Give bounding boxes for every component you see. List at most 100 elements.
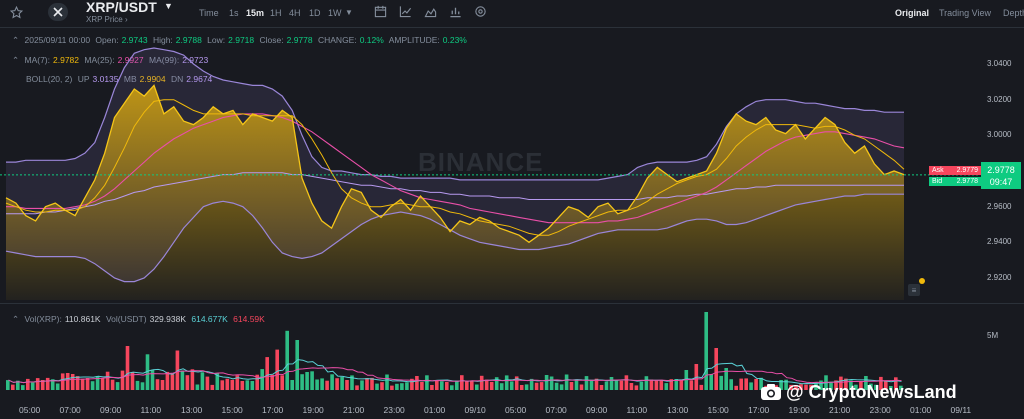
timeframe-1w[interactable]: 1W [328, 8, 342, 18]
timeframe-1h[interactable]: 1H [270, 8, 282, 18]
volume-bar [714, 348, 718, 390]
camera-icon [760, 383, 782, 401]
volume-bar [754, 378, 758, 390]
price-chart[interactable] [0, 28, 980, 300]
chevron-down-icon[interactable]: ▼ [164, 1, 173, 11]
volume-bar [345, 380, 349, 390]
close-icon[interactable] [48, 3, 68, 21]
volume-bar [85, 378, 90, 390]
volume-bar [864, 376, 868, 390]
view-trading-view[interactable]: Trading View [939, 8, 992, 18]
volume-bar [584, 376, 589, 390]
price-axis-label: 2.9400 [987, 237, 1012, 247]
amplitude-value: 0.23% [442, 35, 467, 45]
ma99-label: MA(99): [148, 55, 180, 65]
volume-bar [619, 380, 624, 390]
close-value: 2.9778 [286, 35, 313, 45]
settings-icon[interactable] [474, 5, 487, 18]
volume-bar [514, 376, 519, 390]
vol-usdt-label: Vol(USDT) [105, 314, 147, 324]
time-axis-label: 15:00 [221, 405, 243, 415]
volume-bar [604, 381, 609, 390]
ma25-label: MA(25): [84, 55, 115, 65]
volume-bar [644, 376, 649, 390]
volume-bar [639, 381, 644, 390]
volume-bar [599, 385, 604, 390]
volume-bar [739, 378, 743, 390]
volume-bar [709, 374, 713, 390]
volume-bar [340, 377, 344, 390]
volume-bar [410, 378, 414, 390]
triangle-down-icon[interactable]: ▼ [345, 8, 353, 17]
open-value: 2.9743 [121, 35, 148, 45]
timeframe-4h[interactable]: 4H [289, 8, 301, 18]
ask-tag: Ask 2.9779 [929, 166, 981, 175]
last-price-tag: 2.9778 09:47 [981, 162, 1021, 189]
top-bar: XRP/USDT ▼ XRP Price › Time 1s 15m 1H 4H… [0, 0, 1024, 26]
volume-bar [355, 385, 359, 390]
time-axis-label: 09/10 [464, 405, 486, 415]
volume-bar [654, 380, 659, 390]
volume-bar [300, 374, 304, 390]
collapse-icon[interactable]: ⌃ [12, 55, 20, 65]
volume-bar [719, 375, 723, 390]
volume-bar [794, 385, 798, 390]
boll-dn-value: 2.9674 [186, 74, 213, 84]
time-axis-label: 21:00 [829, 405, 851, 415]
timeframe-1d[interactable]: 1D [309, 8, 321, 18]
volume-bar [440, 381, 444, 390]
volume-bar [310, 371, 314, 390]
volume-bar [375, 383, 379, 390]
volume-bar [50, 379, 55, 390]
volume-bar [659, 380, 664, 390]
volume-bar [554, 382, 559, 390]
ma25-value: 2.9927 [117, 55, 144, 65]
volume-bar [135, 380, 140, 390]
volume-bar [250, 381, 255, 390]
volume-bar [320, 378, 324, 390]
volume-bar [155, 379, 160, 390]
volume-bar [475, 384, 479, 390]
volume-bar [235, 375, 240, 390]
ma99-value: 2.9723 [182, 55, 209, 65]
volume-bar [829, 381, 833, 390]
layers-icon[interactable]: ≡ [908, 284, 920, 296]
volume-bar [484, 379, 489, 390]
timeframe-1s[interactable]: 1s [229, 8, 239, 18]
calendar-icon[interactable] [374, 5, 387, 18]
collapse-icon[interactable]: ⌃ [12, 314, 20, 324]
volume-bar [65, 373, 70, 390]
view-original[interactable]: Original [895, 8, 930, 18]
change-label: CHANGE: [317, 35, 357, 45]
time-axis-label: 15:00 [707, 405, 729, 415]
view-depth[interactable]: Depth [1003, 8, 1024, 18]
volume-bar [594, 378, 599, 390]
collapse-icon[interactable]: ⌃ [12, 35, 20, 45]
volume-bar [884, 381, 888, 390]
pair-title[interactable]: XRP/USDT [86, 0, 157, 15]
pair-subtitle-text: XRP Price [86, 15, 123, 24]
volume-chart[interactable] [0, 304, 980, 392]
volume-bar [435, 380, 439, 390]
time-axis-label: 11:00 [140, 405, 162, 415]
volume-bar [40, 380, 45, 390]
volume-bar [360, 380, 364, 390]
volume-bar [729, 379, 733, 390]
volume-bar [629, 383, 634, 390]
vol-ma5-value: 614.677K [191, 314, 228, 324]
volume-ma5-line [8, 359, 902, 385]
price-area [6, 85, 904, 300]
boll-upper-line [6, 47, 904, 181]
volume-bar [16, 380, 20, 390]
line-chart-icon[interactable] [399, 5, 412, 18]
timeframe-time[interactable]: Time [199, 8, 219, 18]
volume-bar [350, 375, 354, 390]
high-value: 2.9788 [175, 35, 202, 45]
time-axis-label: 23:00 [383, 405, 405, 415]
area-chart-icon[interactable] [424, 5, 437, 18]
star-icon[interactable] [8, 4, 24, 20]
bid-tag: Bid 2.9778 [929, 177, 981, 186]
indicators-icon[interactable] [449, 5, 462, 18]
volume-bar [80, 378, 85, 390]
timeframe-15m[interactable]: 15m [246, 8, 265, 18]
